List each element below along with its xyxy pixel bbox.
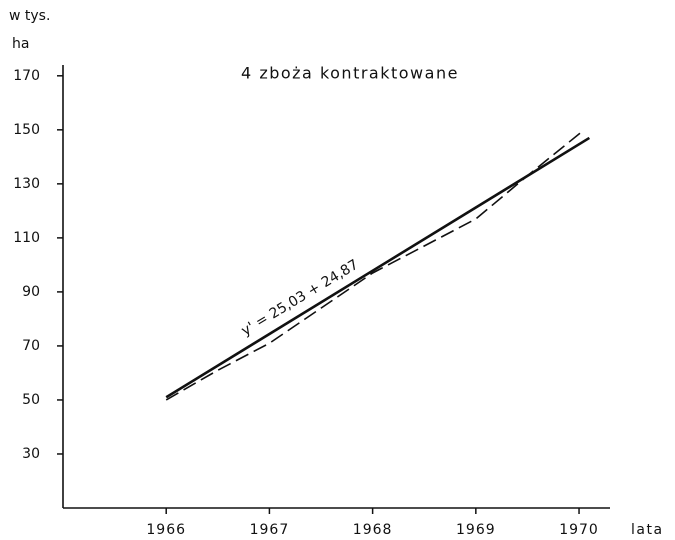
x-axis-label: lata	[631, 522, 664, 538]
y-tick-label: 170	[13, 68, 40, 84]
y-axis-label: ha	[12, 36, 29, 52]
y-tick-label: 30	[22, 446, 40, 462]
y-tick-label: 90	[22, 284, 40, 300]
x-tick-label: 1969	[456, 522, 496, 538]
x-tick-label: 1967	[250, 522, 290, 538]
y-tick-label: 50	[22, 392, 40, 408]
y-tick-label: 70	[22, 338, 40, 354]
x-tick-label: 1968	[353, 522, 393, 538]
y-tick-label: 150	[13, 122, 40, 138]
chart-title: 4 zboża kontraktowane	[241, 64, 459, 83]
x-tick-label: 1970	[559, 522, 599, 538]
y-tick-label: 110	[13, 230, 40, 246]
annotation: y' = 25,03 + 24,87	[239, 257, 362, 340]
trend-line	[165, 136, 591, 399]
dashed-line	[165, 129, 585, 401]
y-axis-label: w tys.	[9, 8, 50, 24]
x-tick-label: 1966	[146, 522, 186, 538]
y-tick-label: 130	[13, 176, 40, 192]
